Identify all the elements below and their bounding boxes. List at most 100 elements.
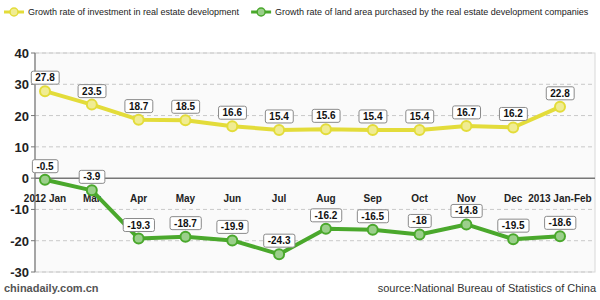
data-label-text: -18.6 — [549, 217, 572, 228]
data-label-box — [498, 219, 529, 232]
data-label-text: 27.8 — [35, 72, 55, 83]
data-label-box — [451, 204, 482, 217]
data-label-text: 18.5 — [176, 101, 196, 112]
point-marker — [274, 125, 284, 135]
x-tick-label: May — [176, 193, 196, 204]
point-marker — [87, 185, 97, 195]
y-tick-label: 20 — [15, 109, 29, 124]
data-label: -14.8 — [451, 204, 482, 217]
y-tick-label: 0 — [22, 171, 29, 186]
data-label-box — [219, 106, 247, 119]
point-marker — [134, 234, 144, 244]
point-marker — [508, 122, 518, 132]
data-label: 15.4 — [359, 110, 387, 123]
data-label-text: 16.6 — [223, 107, 243, 118]
data-label: 23.5 — [78, 85, 106, 98]
x-tick-label: Nov — [457, 193, 476, 204]
data-label: -0.5 — [32, 160, 58, 173]
data-label-box — [312, 109, 340, 122]
x-tick-label: Dec — [504, 193, 523, 204]
y-tick-label: -30 — [10, 265, 29, 280]
data-label-text: 22.8 — [550, 88, 570, 99]
chart: -30-20-100102030402012 JanMarAprMayJunJu… — [0, 0, 600, 300]
site-credit: chinadaily.com.cn — [4, 282, 99, 294]
data-label: -16.2 — [311, 209, 342, 222]
data-label-text: 23.5 — [82, 86, 102, 97]
data-label-text: -19.3 — [127, 220, 150, 231]
data-label: 18.5 — [172, 100, 200, 113]
x-tick-label: Apr — [130, 193, 147, 204]
data-label-box — [78, 85, 106, 98]
x-tick-label: Sep — [364, 193, 382, 204]
source-note: source:National Bureau of Statistics of … — [378, 282, 597, 294]
data-label: -18.6 — [545, 216, 576, 229]
data-label-box — [408, 214, 431, 227]
data-label-box — [170, 217, 201, 230]
data-label: 15.4 — [406, 110, 434, 123]
x-tick-label: Jul — [272, 193, 287, 204]
legend-marker — [257, 8, 265, 16]
legend-label: Growth rate of investment in real estate… — [28, 7, 240, 17]
legend: Growth rate of investment in real estate… — [4, 7, 589, 17]
y-tick-label: 30 — [15, 77, 29, 92]
data-label-text: 16.7 — [457, 107, 477, 118]
y-tick-label: 10 — [15, 140, 29, 155]
data-label-box — [311, 209, 342, 222]
point-marker — [368, 125, 378, 135]
data-label-box — [545, 216, 576, 229]
point-marker — [415, 229, 425, 239]
x-tick-label: Aug — [316, 193, 335, 204]
legend-label: Growth rate of land area purchased by th… — [275, 7, 589, 17]
y-tick-label: 40 — [15, 46, 29, 61]
data-label: 22.8 — [546, 87, 574, 100]
data-label-text: -18 — [412, 215, 427, 226]
data-label: -19.5 — [498, 219, 529, 232]
data-label-box — [79, 170, 105, 183]
grid-line — [35, 84, 595, 85]
x-tick-label: Oct — [411, 193, 428, 204]
data-label-text: -18.7 — [174, 218, 197, 229]
data-label-box — [453, 106, 481, 119]
point-marker — [227, 121, 237, 131]
data-label-text: 15.4 — [269, 111, 289, 122]
data-label: 15.6 — [312, 109, 340, 122]
data-label-box — [546, 87, 574, 100]
x-tick-label: Jun — [223, 193, 241, 204]
data-label-box — [32, 160, 58, 173]
series-line — [45, 91, 560, 130]
data-label: -16.5 — [357, 210, 388, 223]
plot-area — [35, 53, 595, 272]
data-label-text: -0.5 — [36, 161, 54, 172]
x-tick-label: 2012 Jan — [24, 193, 66, 204]
data-label-text: -14.8 — [455, 205, 478, 216]
data-label-box — [357, 210, 388, 223]
point-marker — [274, 249, 284, 259]
data-label-text: 16.2 — [503, 108, 523, 119]
data-label-text: -16.5 — [361, 211, 384, 222]
point-marker — [555, 102, 565, 112]
point-marker — [321, 224, 331, 234]
data-label-box — [265, 110, 293, 123]
data-label: -3.9 — [79, 170, 105, 183]
data-label-box — [359, 110, 387, 123]
point-marker — [461, 121, 471, 131]
data-label-text: -3.9 — [83, 171, 101, 182]
point-marker — [87, 100, 97, 110]
data-label: 15.4 — [265, 110, 293, 123]
grid-line — [35, 146, 595, 147]
data-label: -18.7 — [170, 217, 201, 230]
data-label-text: -19.5 — [502, 220, 525, 231]
data-label: 16.2 — [499, 107, 527, 120]
data-label: -24.3 — [264, 234, 295, 247]
data-label-box — [264, 234, 295, 247]
data-label-box — [499, 107, 527, 120]
data-label-box — [172, 100, 200, 113]
point-marker — [180, 232, 190, 242]
data-label-box — [123, 219, 154, 232]
data-label: 16.6 — [219, 106, 247, 119]
grid-line — [35, 272, 595, 273]
point-marker — [227, 235, 237, 245]
data-label-box — [125, 100, 153, 113]
data-label-text: 15.4 — [363, 111, 383, 122]
point-marker — [368, 225, 378, 235]
